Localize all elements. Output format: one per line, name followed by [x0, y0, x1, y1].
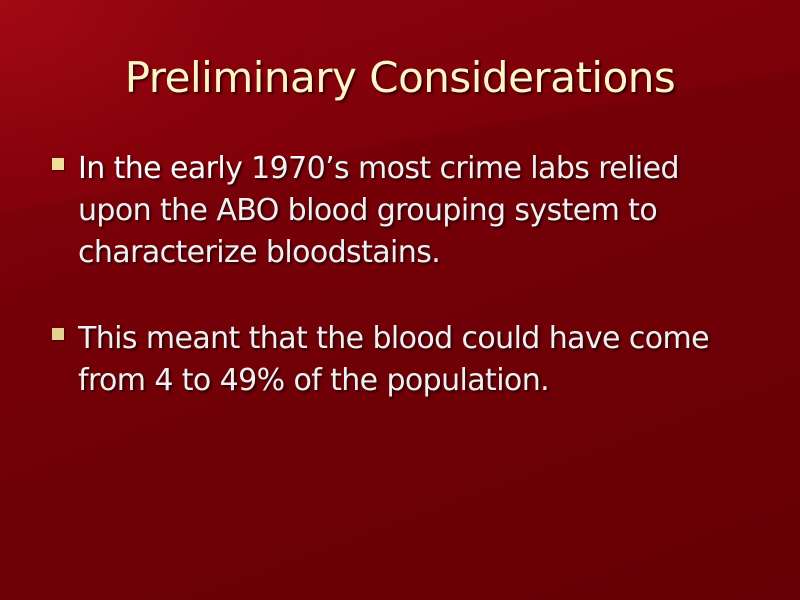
bullet-text: In the early 1970’s most crime labs reli…	[78, 151, 680, 270]
bullet-list: In the early 1970’s most crime labs reli…	[50, 148, 750, 446]
bullet-item: This meant that the blood could have com…	[50, 318, 750, 402]
bullet-item: In the early 1970’s most crime labs reli…	[50, 148, 750, 274]
bullet-text: This meant that the blood could have com…	[78, 321, 710, 398]
slide-title: Preliminary Considerations	[124, 53, 676, 102]
square-bullet-icon	[52, 328, 64, 340]
square-bullet-icon	[52, 158, 64, 170]
